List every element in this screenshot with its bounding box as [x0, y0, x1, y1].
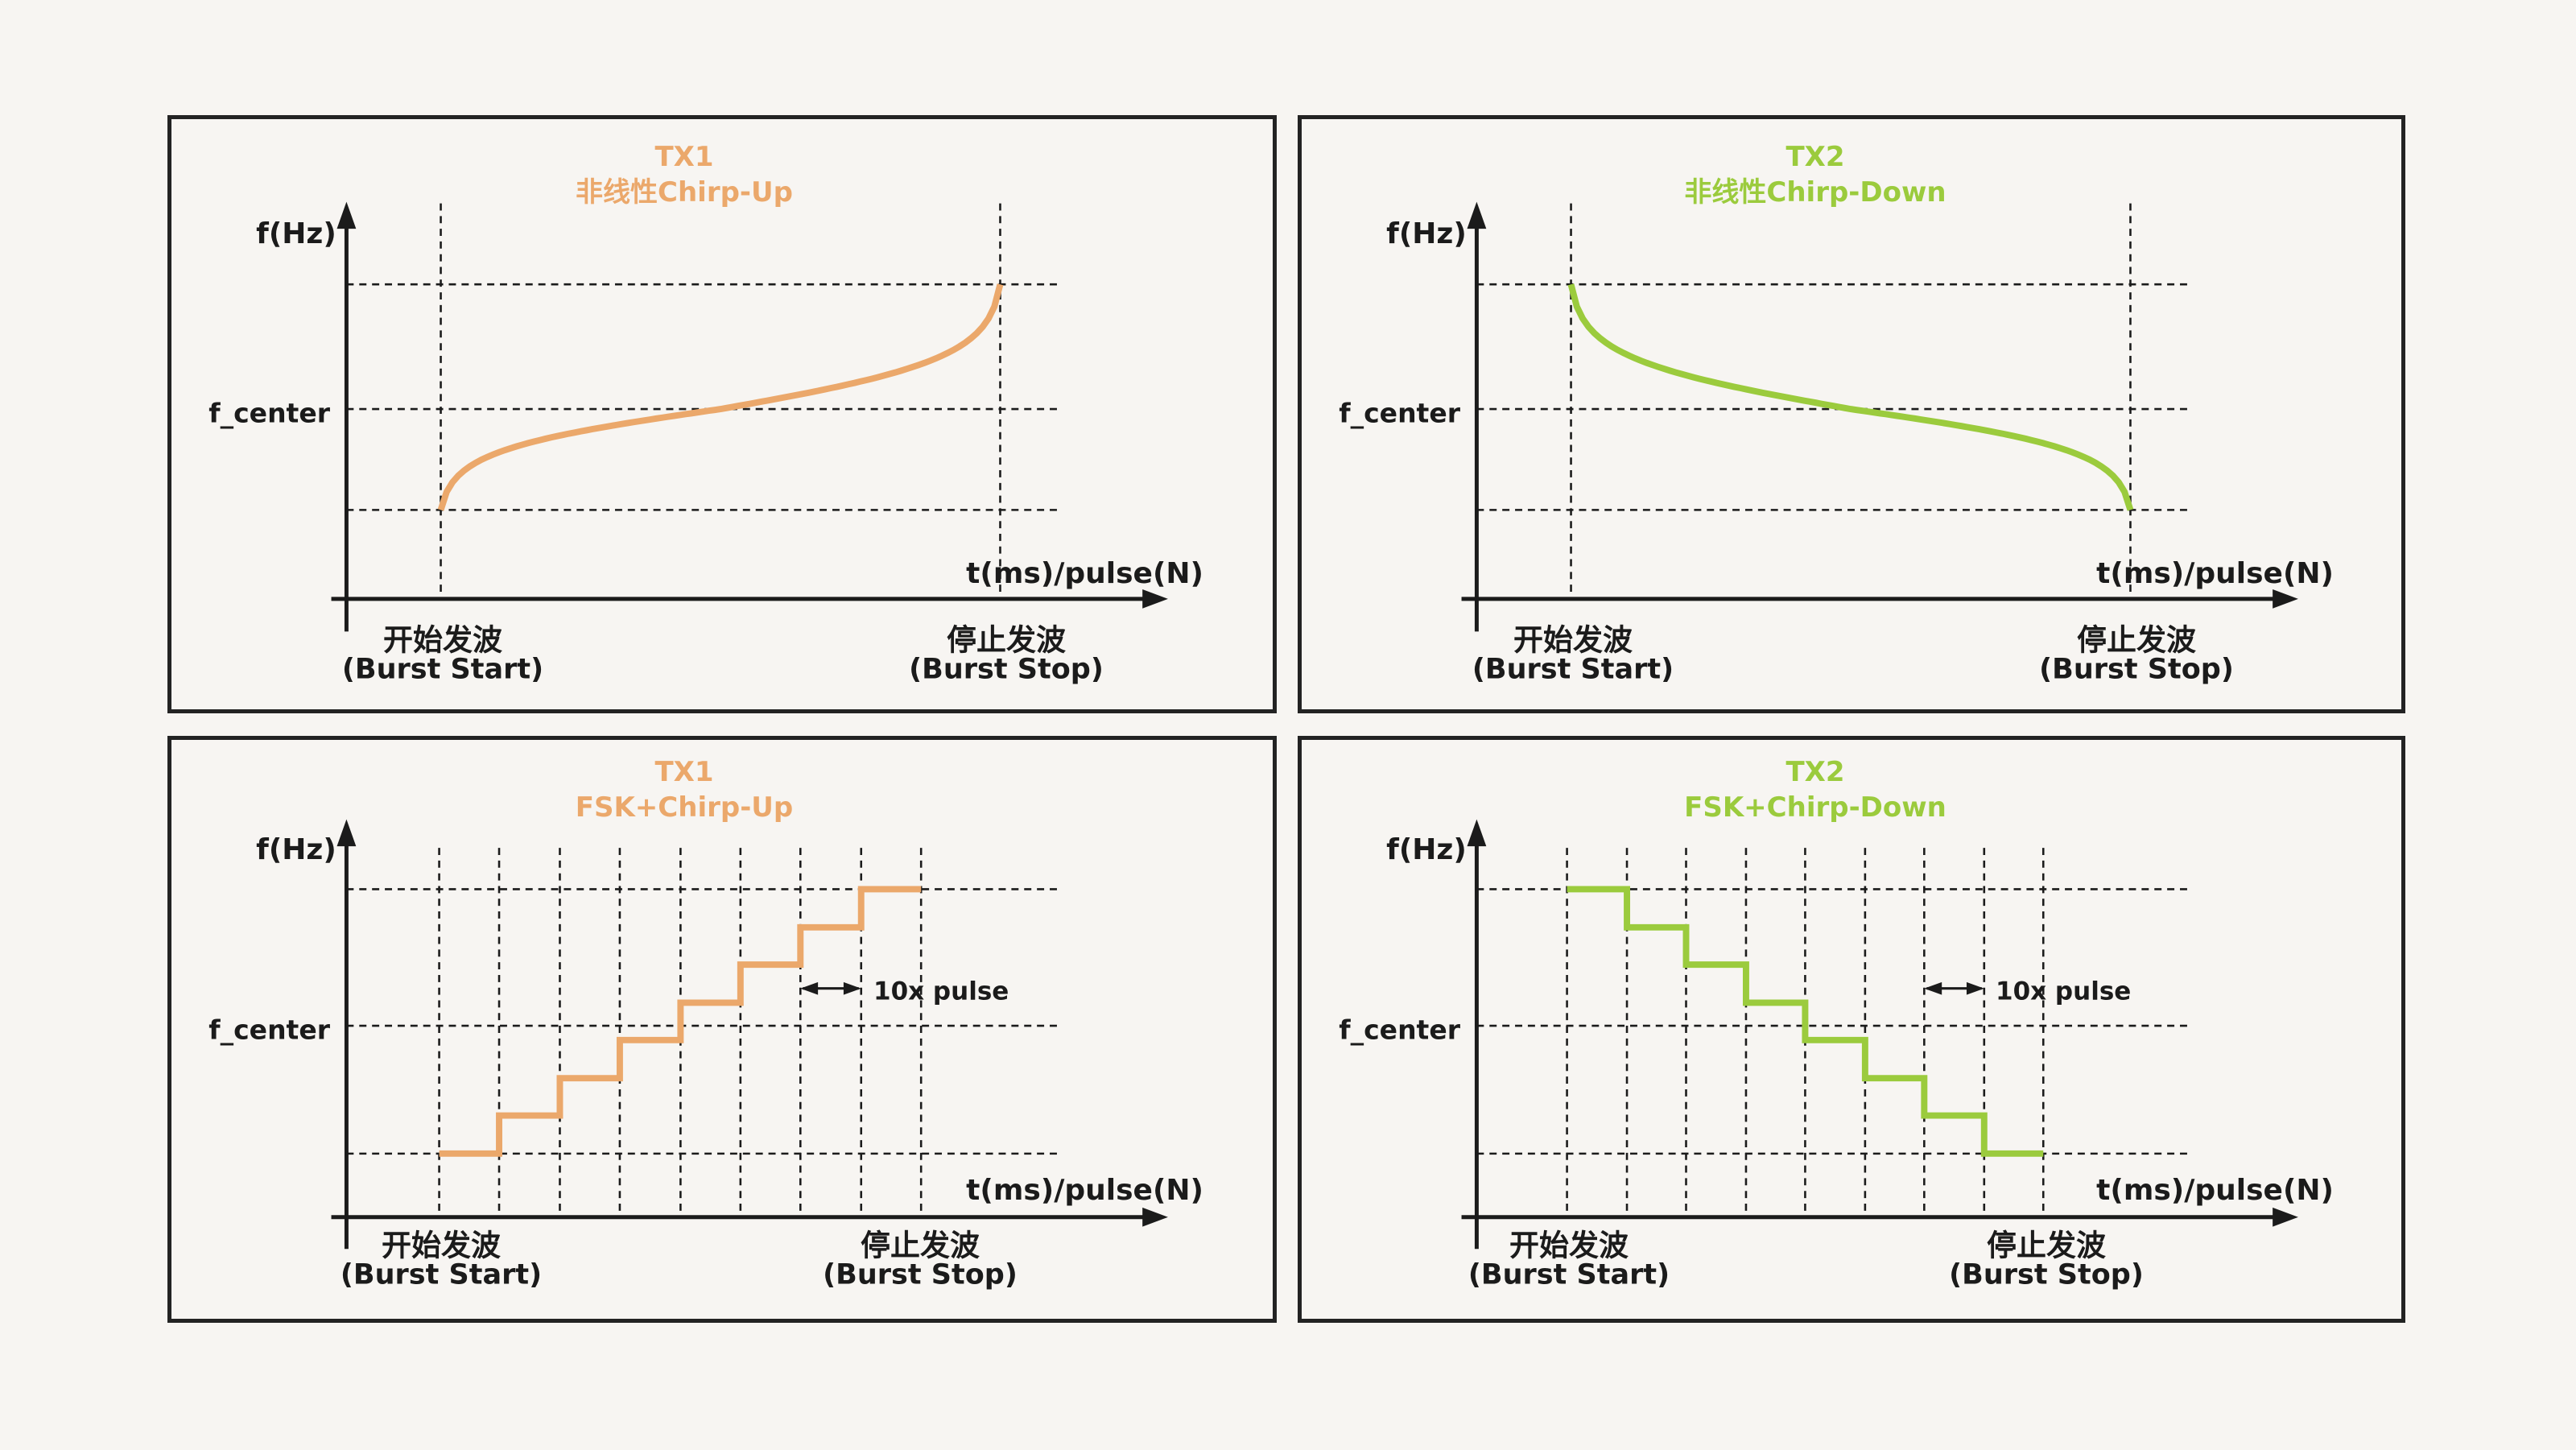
panel-tx2-fsk-chirp-down: TX2 FSK+Chirp-Down f(Hz) f_center t(ms)/…: [1298, 736, 2405, 1323]
burst-stop-label-cn: 停止发波: [947, 622, 1066, 658]
burst-stop-label-en: (Burst Stop): [909, 653, 1104, 686]
burst-start-label-cn: 开始发波: [1509, 1228, 1629, 1263]
signal-curve-tx2-nonlinear-chirp-down: [1567, 283, 2134, 511]
y-axis-label: f(Hz): [1386, 217, 1467, 250]
panel-title-line1: TX1: [654, 756, 714, 788]
chart-tx2-fsk-chirp-down: [1461, 819, 2298, 1250]
x-axis-arrowhead: [1142, 1207, 1168, 1227]
burst-stop-label-en: (Burst Stop): [1949, 1258, 2144, 1291]
panel-title-line1: TX1: [654, 141, 714, 173]
x-axis-label: t(ms)/pulse(N): [2096, 557, 2334, 590]
pulse-arrowhead-left: [800, 981, 819, 995]
chart-tx2-nonlinear-chirp-down: [1461, 201, 2298, 632]
chart-tx1-nonlinear-chirp-up: [331, 201, 1168, 632]
y-axis-label: f(Hz): [256, 217, 336, 250]
pulse-arrowhead-left: [1924, 981, 1942, 995]
burst-start-label-en: (Burst Start): [1472, 653, 1674, 686]
signal-curve-tx2-fsk-chirp-down: [1567, 886, 2044, 1157]
panel-title-line2: 非线性Chirp-Down: [1684, 176, 1946, 209]
panel-title-line2: FSK+Chirp-Up: [575, 791, 794, 824]
f-center-label: f_center: [208, 397, 330, 429]
x-axis-label: t(ms)/pulse(N): [966, 1174, 1203, 1207]
burst-start-label-en: (Burst Start): [1468, 1258, 1670, 1291]
f-center-label: f_center: [1339, 397, 1460, 429]
f-center-label: f_center: [208, 1014, 330, 1046]
signal-curve-tx1-fsk-chirp-up: [439, 886, 922, 1157]
burst-stop-label-cn: 停止发波: [2077, 622, 2196, 658]
y-axis-label: f(Hz): [256, 833, 336, 866]
signal-curve-tx1-nonlinear-chirp-up: [437, 283, 1004, 511]
panel-tx1-nonlinear-chirp-up: TX1 非线性Chirp-Up f(Hz) f_center t(ms)/pul…: [167, 115, 1277, 713]
y-axis-arrowhead: [1467, 201, 1487, 229]
x-axis-label: t(ms)/pulse(N): [966, 557, 1203, 590]
panel-tx2-nonlinear-chirp-down: TX2 非线性Chirp-Down f(Hz) f_center t(ms)/p…: [1298, 115, 2405, 713]
x-axis-arrowhead: [2273, 1207, 2298, 1227]
panel-tx1-fsk-chirp-up: TX1 FSK+Chirp-Up f(Hz) f_center t(ms)/pu…: [167, 736, 1277, 1323]
pulse-count-annotation: 10x pulse: [1996, 977, 2132, 1006]
y-axis-arrowhead: [336, 819, 357, 847]
y-axis-label: f(Hz): [1386, 833, 1467, 866]
burst-stop-label-cn: 停止发波: [861, 1228, 980, 1263]
x-axis-arrowhead: [2273, 589, 2298, 609]
burst-start-label-en: (Burst Start): [340, 1258, 543, 1291]
burst-start-label-en: (Burst Start): [341, 653, 544, 686]
chart-tx1-fsk-chirp-up: [331, 819, 1168, 1250]
burst-start-label-cn: 开始发波: [383, 622, 502, 658]
pulse-arrowhead-right: [843, 981, 861, 995]
y-axis-arrowhead: [1467, 819, 1487, 847]
burst-start-label-cn: 开始发波: [1513, 622, 1633, 658]
burst-start-label-cn: 开始发波: [382, 1228, 501, 1263]
burst-stop-label-cn: 停止发波: [1987, 1228, 2106, 1263]
pulse-count-annotation: 10x pulse: [873, 977, 1009, 1006]
pulse-arrowhead-right: [1966, 981, 1984, 995]
panel-title-line2: FSK+Chirp-Down: [1684, 791, 1946, 824]
y-axis-arrowhead: [336, 201, 357, 229]
panel-title-line2: 非线性Chirp-Up: [576, 176, 793, 209]
x-axis-arrowhead: [1142, 589, 1168, 609]
burst-stop-label-en: (Burst Stop): [2039, 653, 2234, 686]
panel-title-line1: TX2: [1785, 756, 1845, 788]
f-center-label: f_center: [1339, 1014, 1460, 1046]
panel-title-line1: TX2: [1785, 141, 1845, 173]
burst-stop-label-en: (Burst Stop): [823, 1258, 1018, 1291]
x-axis-label: t(ms)/pulse(N): [2096, 1174, 2334, 1207]
